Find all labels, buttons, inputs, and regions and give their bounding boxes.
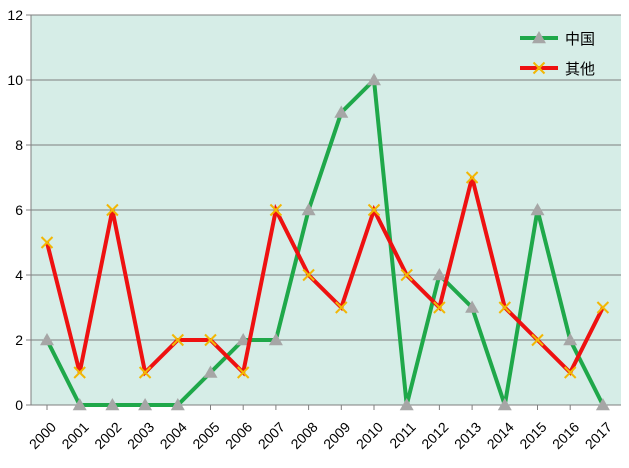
data-point [106,203,119,217]
x-marker-stroke [40,236,54,249]
x-tick-label: 2014 [484,419,517,452]
y-tick-label: 0 [15,397,23,413]
x-marker-stroke [433,301,446,314]
x-marker-stroke [302,268,315,282]
y-tick-label: 6 [15,202,23,218]
data-point [433,301,446,314]
legend-marker [532,61,546,75]
legend-label: 中国 [565,30,595,48]
series-line [45,75,605,407]
data-point [465,300,480,313]
y-tick-label: 10 [7,72,23,88]
data-point [367,73,381,86]
data-point [268,333,283,346]
x-marker-stroke [73,366,86,379]
x-tick-label: 2013 [451,419,484,452]
x-marker-stroke [106,203,119,217]
x-tick-label: 2017 [582,419,615,452]
data-point [335,301,348,314]
data-point [595,398,610,411]
y-tick-labels: 0 2 4 6 8 10 12 [7,7,23,413]
x-marker-stroke [335,301,348,314]
x-tick-label: 2005 [189,419,222,452]
x-marker-stroke [138,366,152,379]
x-marker-stroke [204,333,217,347]
x-marker-stroke [532,61,546,75]
data-point [105,398,120,411]
data-point [334,105,349,118]
x-tick-label: 2006 [222,419,255,452]
x-tick-label: 2007 [255,419,288,452]
data-point [399,398,414,411]
x-tick-label: 2004 [157,419,190,452]
x-marker-stroke [171,333,185,347]
series-group [40,73,610,411]
x-marker-stroke [236,366,250,379]
data-point [269,203,283,217]
data-point [236,333,251,346]
data-point [301,203,316,216]
series-china [40,73,610,411]
data-point [498,301,512,314]
x-tick-labels: 2000 2001 2002 2003 2004 2005 2006 2007 2008 2009… [26,419,615,452]
data-point [73,366,86,379]
x-tick-label: 2000 [26,419,59,452]
data-point [432,268,447,281]
x-tick-label: 2012 [418,419,451,452]
data-point [563,366,577,379]
data-point [530,203,545,216]
data-point [40,333,54,346]
x-tick-label: 2015 [516,419,549,452]
data-point [170,398,185,411]
y-tick-label: 8 [15,137,23,153]
data-point [400,268,413,282]
data-point [465,171,479,184]
legend-label: 其他 [565,60,595,78]
data-point [596,301,610,314]
data-point [302,268,315,282]
y-tick-label: 12 [7,7,23,23]
x-marker-stroke [269,203,283,217]
y-tick-label: 2 [15,332,23,348]
x-tick-label: 2008 [287,419,320,452]
x-tick-label: 2016 [549,419,582,452]
x-tick-label: 2009 [320,419,353,452]
x-marker-stroke [498,301,512,314]
data-point [203,365,218,378]
y-tick-label: 4 [15,267,23,283]
x-tick-label: 2003 [124,419,157,452]
data-point [171,333,185,347]
x-marker-stroke [563,366,577,379]
data-point [138,398,153,411]
x-tick-label: 2010 [353,419,386,452]
x-tick-label: 2011 [386,419,419,452]
series-other [40,171,610,379]
data-point [563,333,578,346]
data-point [40,236,54,249]
data-point [531,333,544,347]
grid-lines [26,14,621,406]
x-tick-label: 2002 [91,419,124,452]
x-marker-stroke [531,333,544,347]
legend-marker [532,31,546,44]
data-point [72,398,87,411]
data-point [367,203,381,217]
x-tick-label: 2001 [58,419,91,452]
x-marker-stroke [400,268,413,282]
data-point [236,366,250,379]
data-point [138,366,152,379]
x-marker-stroke [596,301,610,314]
data-point [497,398,512,411]
x-marker-stroke [367,203,381,217]
x-marker-stroke [465,171,479,184]
data-point [204,333,217,347]
